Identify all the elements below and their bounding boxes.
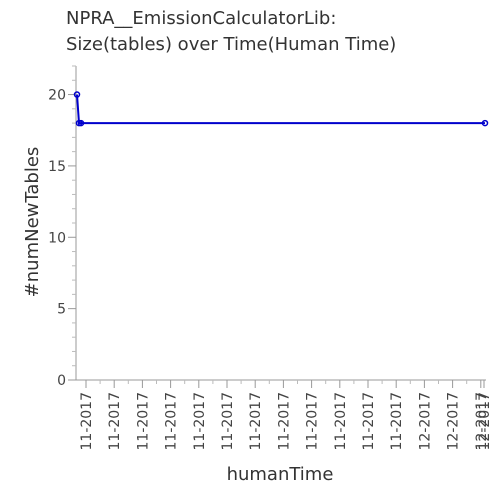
y-tick-label: 10 (48, 230, 66, 246)
x-tick-label: 11-2017 (107, 392, 123, 451)
x-tick-label: 11-2017 (79, 392, 95, 451)
x-tick-label: 12-2017 (474, 392, 490, 451)
x-tick-label: 11-2017 (361, 392, 377, 451)
x-axis: 11-2017 11-2017 11-2017 11-2017 11-2017 11-20… (76, 379, 493, 451)
series-line (76, 94, 485, 125)
x-tick-label: 11-2017 (164, 392, 180, 451)
x-tick-label: 11-2017 (333, 392, 349, 451)
x-tick-label: 12-2017 (446, 392, 462, 451)
data-point (73, 91, 81, 98)
y-tick-label: 15 (48, 159, 66, 175)
y-tick-label: 20 (48, 88, 66, 104)
y-tick-label: 5 (57, 302, 66, 318)
x-tick-label: 11-2017 (276, 392, 292, 451)
x-tick-label: 11-2017 (192, 392, 208, 451)
x-tick-label: 11-2017 (389, 392, 405, 451)
plot-area (73, 91, 489, 127)
x-tick-label: 12-2017 (477, 392, 493, 451)
x-tick-label: 11-2017 (135, 392, 151, 451)
x-tick-label: 11-2017 (220, 392, 236, 451)
chart-title-line1: NPRA__EmissionCalculatorLib: (66, 8, 336, 29)
x-tick-label: 12-2017 (417, 392, 433, 451)
x-tick-label: 11-2017 (248, 392, 264, 451)
x-axis-label: humanTime (227, 464, 334, 485)
chart-title-line2: Size(tables) over Time(Human Time) (66, 34, 396, 55)
data-point (77, 119, 85, 127)
y-axis-label: #numNewTables (22, 147, 43, 298)
x-tick-label: 11-2017 (305, 392, 321, 451)
y-tick-label: 0 (57, 373, 66, 389)
y-axis: 0 5 10 15 20 (48, 65, 77, 389)
data-point (481, 119, 489, 127)
